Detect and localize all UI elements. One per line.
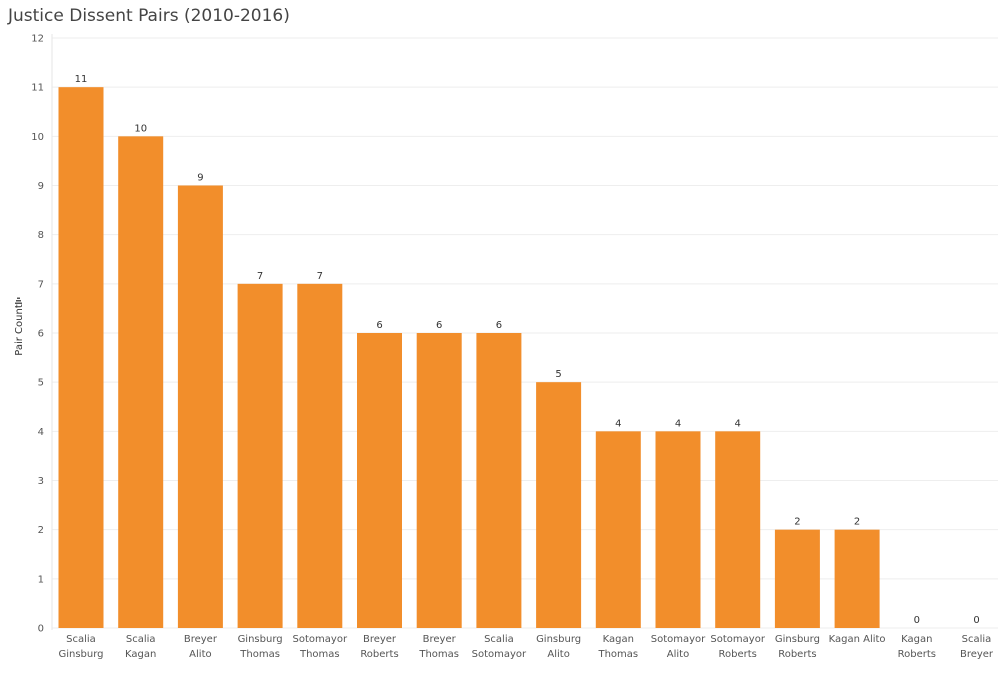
y-tick-label: 0 xyxy=(38,624,44,635)
category-labels: Scalia Ginsburg Scalia Kagan Breyer Alito Gins… xyxy=(58,634,993,660)
category-label: Scalia xyxy=(484,634,514,645)
bar[interactable] xyxy=(536,382,582,628)
data-labels: 11 10 9 7 7 6 6 6 5 4 4 4 2 2 0 0 xyxy=(75,74,980,626)
category-label: Roberts xyxy=(898,649,936,660)
data-label: 6 xyxy=(436,320,442,331)
chart-title: Justice Dissent Pairs (2010-2016) xyxy=(8,6,290,26)
y-tick-label: 3 xyxy=(38,476,44,487)
data-label: 10 xyxy=(134,123,147,134)
category-label: Ginsburg xyxy=(536,634,581,645)
bar[interactable] xyxy=(834,529,880,628)
category-label: Alito xyxy=(189,649,211,660)
data-label: 9 xyxy=(197,173,203,184)
category-label: Ginsburg xyxy=(238,634,283,645)
category-label: Kagan xyxy=(901,634,932,645)
bar[interactable] xyxy=(416,333,462,628)
bar[interactable] xyxy=(237,283,283,628)
category-label: Sotomayor xyxy=(472,649,527,660)
category-label: Roberts xyxy=(360,649,398,660)
data-label: 0 xyxy=(973,615,979,626)
category-label: Alito xyxy=(547,649,569,660)
category-label: Scalia xyxy=(126,634,156,645)
y-tick-label: 11 xyxy=(31,83,44,94)
data-label: 7 xyxy=(317,271,323,282)
bars xyxy=(58,87,880,629)
bar[interactable] xyxy=(476,333,522,628)
bar[interactable] xyxy=(774,529,820,628)
y-tick-label: 1 xyxy=(38,574,44,585)
y-tick-label: 6 xyxy=(38,329,44,340)
y-tick-label: 5 xyxy=(38,378,44,389)
bar[interactable] xyxy=(118,136,164,629)
sort-icon[interactable] xyxy=(15,297,22,305)
category-label: Thomas xyxy=(597,649,638,660)
data-label: 4 xyxy=(615,418,621,429)
data-label: 11 xyxy=(75,74,88,85)
category-label: Thomas xyxy=(239,649,280,660)
category-label: Ginsburg xyxy=(775,634,820,645)
category-label: Roberts xyxy=(778,649,816,660)
data-label: 2 xyxy=(854,517,860,528)
category-label: Scalia xyxy=(962,634,992,645)
bar[interactable] xyxy=(177,185,223,629)
category-label: Scalia xyxy=(66,634,96,645)
bar[interactable] xyxy=(655,431,701,628)
category-label: Thomas xyxy=(418,649,459,660)
category-label: Alito xyxy=(667,649,689,660)
category-label: Kagan xyxy=(125,649,156,660)
data-label: 4 xyxy=(735,418,741,429)
bar[interactable] xyxy=(58,87,104,628)
category-label: Breyer xyxy=(960,649,994,660)
y-tick-label: 7 xyxy=(38,279,44,290)
category-label: Roberts xyxy=(719,649,757,660)
category-label: Thomas xyxy=(299,649,340,660)
data-label: 2 xyxy=(794,517,800,528)
category-label: Sotomayor xyxy=(651,634,706,645)
data-label: 7 xyxy=(257,271,263,282)
y-tick-label: 2 xyxy=(38,525,44,536)
y-tick-label: 4 xyxy=(38,427,44,438)
y-axis-title: Pair Count xyxy=(14,304,25,356)
data-label: 0 xyxy=(914,615,920,626)
category-label: Ginsburg xyxy=(58,649,103,660)
category-label: Kagan Alito xyxy=(829,634,886,645)
category-label: Breyer xyxy=(423,634,457,645)
data-label: 5 xyxy=(555,369,561,380)
category-label: Breyer xyxy=(184,634,218,645)
y-tick-label: 8 xyxy=(38,230,44,241)
bar[interactable] xyxy=(595,431,641,628)
bar[interactable] xyxy=(715,431,761,628)
bar[interactable] xyxy=(297,283,343,628)
category-label: Kagan xyxy=(603,634,634,645)
y-tick-label: 9 xyxy=(38,181,44,192)
category-label: Sotomayor xyxy=(710,634,765,645)
y-tick-label: 12 xyxy=(31,34,44,45)
category-label: Breyer xyxy=(363,634,397,645)
data-label: 6 xyxy=(376,320,382,331)
y-tick-label: 10 xyxy=(31,132,44,143)
bar[interactable] xyxy=(357,333,402,628)
data-label: 4 xyxy=(675,418,681,429)
y-axis-title-group: Pair Count xyxy=(14,297,25,356)
data-label: 6 xyxy=(496,320,502,331)
category-label: Sotomayor xyxy=(293,634,348,645)
